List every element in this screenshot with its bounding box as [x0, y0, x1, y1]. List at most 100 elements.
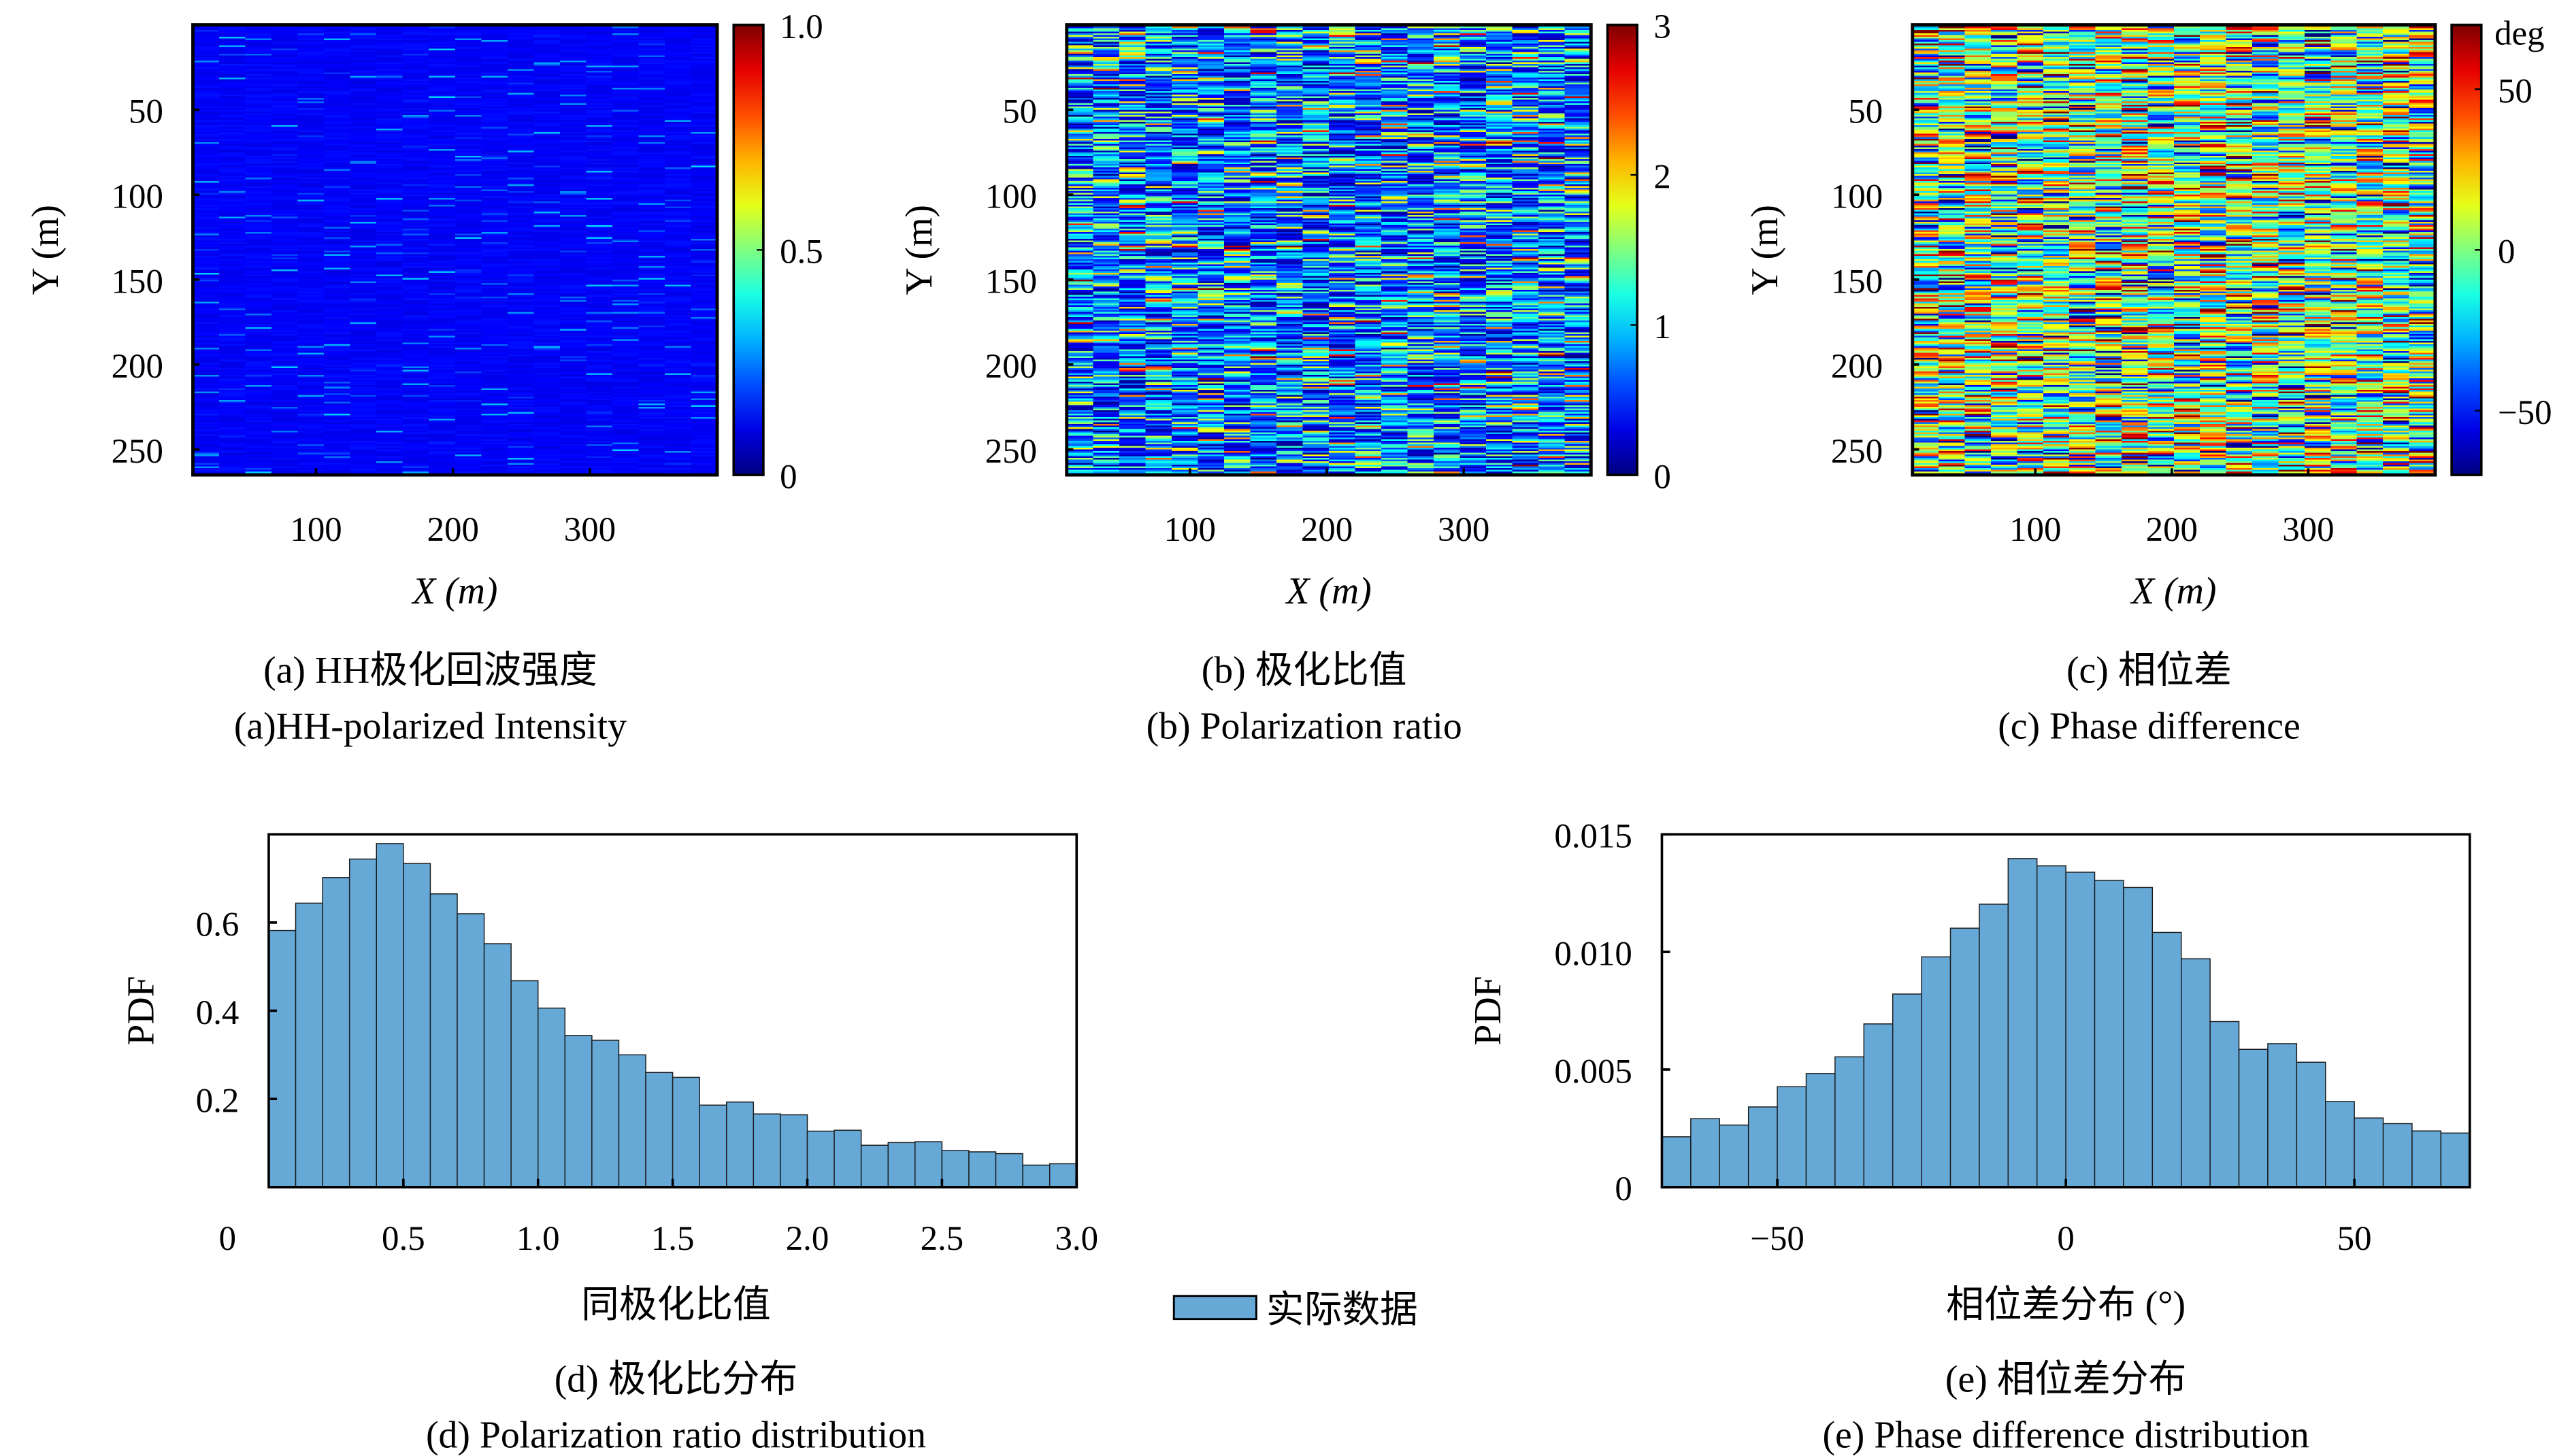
- x-tick-label: 200: [2146, 511, 2198, 549]
- x-tick-label: 2.5: [921, 1220, 964, 1258]
- colorbar-tick-label: 3: [1653, 8, 1670, 46]
- y-tick-label: 150: [112, 263, 163, 301]
- caption-en: (b) Polarization ratio: [1147, 706, 1462, 748]
- histogram-bar: [322, 877, 350, 1188]
- x-axis-label: 相位差分布 (°): [1946, 1284, 2186, 1326]
- histogram-bar: [1805, 1073, 1836, 1188]
- x-tick-label: 200: [1301, 511, 1353, 549]
- x-tick-label: 1.5: [651, 1220, 695, 1258]
- y-tick-label: 0: [1615, 1170, 1632, 1208]
- histogram-bar: [834, 1129, 862, 1188]
- y-tick-label: 200: [112, 348, 163, 386]
- y-tick-label: 250: [1831, 433, 1883, 471]
- histogram-bar: [429, 893, 458, 1188]
- histogram-bar: [753, 1113, 781, 1188]
- y-axis-label: Y (m): [24, 205, 67, 295]
- y-tick-label: 0.010: [1554, 936, 1632, 974]
- y-tick-label: 100: [1831, 178, 1883, 216]
- histogram-bar: [348, 858, 377, 1188]
- caption-en: (c) Phase difference: [1998, 706, 2300, 748]
- histogram-bar: [1949, 927, 1980, 1188]
- colorbar-tick-label: 0: [2498, 233, 2515, 271]
- x-tick-label: 2.0: [786, 1220, 829, 1258]
- y-tick-label: 150: [1831, 263, 1883, 301]
- histogram-bar: [564, 1035, 593, 1188]
- y-tick-label: 0.6: [196, 906, 240, 944]
- panel-c-phase-difference-map: 100 200 300 50 100 150 200 250 X (m) Y (m) −50 0 50 d…: [1744, 15, 2552, 748]
- caption-cn: (d) 极化比分布: [555, 1358, 798, 1400]
- histogram-bar: [1863, 1023, 1894, 1188]
- histogram-bar: [2440, 1132, 2471, 1188]
- histogram-bar: [1892, 993, 1922, 1188]
- histogram-bar: [2209, 1021, 2240, 1188]
- legend-label: 实际数据: [1266, 1289, 1418, 1331]
- plot-frame: [1065, 23, 1593, 477]
- histogram-bar: [457, 913, 485, 1188]
- histogram-bar: [1777, 1086, 1807, 1188]
- histogram-bar: [995, 1153, 1023, 1188]
- caption-en: (d) Polarization ratio distribution: [426, 1414, 926, 1456]
- caption-en: (a)HH-polarized Intensity: [234, 706, 627, 748]
- histogram-bar: [2151, 931, 2182, 1188]
- x-tick-label: 0: [2057, 1220, 2074, 1258]
- histogram-bar: [538, 1007, 566, 1188]
- histogram-bar: [699, 1104, 727, 1188]
- x-tick-label: 100: [1164, 511, 1216, 549]
- x-tick-label: 100: [290, 511, 342, 549]
- histogram-bar: [941, 1150, 970, 1188]
- histogram-bar: [591, 1040, 620, 1188]
- colorbar-unit: deg: [2494, 15, 2544, 53]
- histogram-bar: [2382, 1123, 2413, 1188]
- histogram-bar: [2007, 858, 2038, 1188]
- x-tick-label: 1.0: [516, 1220, 560, 1258]
- legend: 实际数据: [1172, 1289, 1418, 1331]
- histogram-bar: [968, 1151, 997, 1188]
- y-tick-label: 100: [112, 178, 163, 216]
- histogram-bar: [2181, 958, 2211, 1188]
- caption-cn: (b) 极化比值: [1202, 649, 1407, 691]
- caption-cn: (a) HH极化回波强度: [263, 649, 597, 691]
- panel-a-intensity-map: 100 200 300 50 100 150 200 250 X (m) Y (m) 0 0.5 1.0…: [24, 8, 823, 748]
- x-axis-label: X (m): [1285, 570, 1371, 612]
- colorbar-tick-label: 2: [1653, 158, 1670, 196]
- histogram-bar: [1747, 1106, 1778, 1188]
- x-tick-label: 0.5: [382, 1220, 425, 1258]
- colorbar: [1606, 23, 1638, 476]
- histogram-bar: [295, 902, 323, 1188]
- caption-cn: (e) 相位差分布: [1945, 1358, 2186, 1400]
- y-tick-label: 0.4: [196, 994, 240, 1032]
- histogram-bar: [1834, 1056, 1865, 1188]
- panel-d-ratio-histogram: 0 0.5 1.0 1.5 2.0 2.5 3.0 0.2 0.4 0.6 同极化比值 PDF (d) …: [120, 833, 1098, 1456]
- histogram-bar: [2123, 887, 2154, 1188]
- panel-b-polarization-ratio-map: 100 200 300 50 100 150 200 250 X (m) Y (m) 0 1 2 3 (b)…: [898, 8, 1671, 748]
- x-tick-label: 300: [564, 511, 616, 549]
- histogram-bar: [1661, 1136, 1692, 1188]
- histogram-bar: [2065, 872, 2096, 1188]
- heatmap-image: [1912, 24, 2435, 476]
- histogram-bar: [1979, 904, 2009, 1188]
- plot-frame: [191, 23, 719, 477]
- histogram-bar: [510, 980, 539, 1188]
- y-tick-label: 50: [129, 93, 163, 131]
- histogram-bar: [2354, 1117, 2384, 1188]
- legend-swatch: [1172, 1295, 1257, 1321]
- histogram-bar: [618, 1054, 646, 1188]
- histogram-bar: [2036, 865, 2066, 1188]
- x-tick-label: 50: [2337, 1220, 2372, 1258]
- y-tick-label: 50: [1848, 93, 1883, 131]
- x-tick-label: 100: [2009, 511, 2061, 549]
- y-axis-label: Y (m): [1744, 205, 1786, 295]
- y-tick-label: 0.2: [196, 1082, 240, 1121]
- histogram-bar: [1690, 1118, 1720, 1188]
- colorbar-tick-label: 50: [2498, 72, 2533, 110]
- x-axis-label: X (m): [411, 570, 497, 612]
- y-tick-label: 50: [1002, 93, 1037, 131]
- histogram-bar: [483, 943, 512, 1188]
- plot-frame: [1911, 23, 2437, 477]
- x-axis-label: X (m): [2130, 570, 2216, 612]
- histogram-bar: [1022, 1164, 1051, 1188]
- histogram-bar: [1719, 1124, 1749, 1188]
- histogram-bar: [672, 1076, 700, 1188]
- y-tick-label: 100: [985, 178, 1037, 216]
